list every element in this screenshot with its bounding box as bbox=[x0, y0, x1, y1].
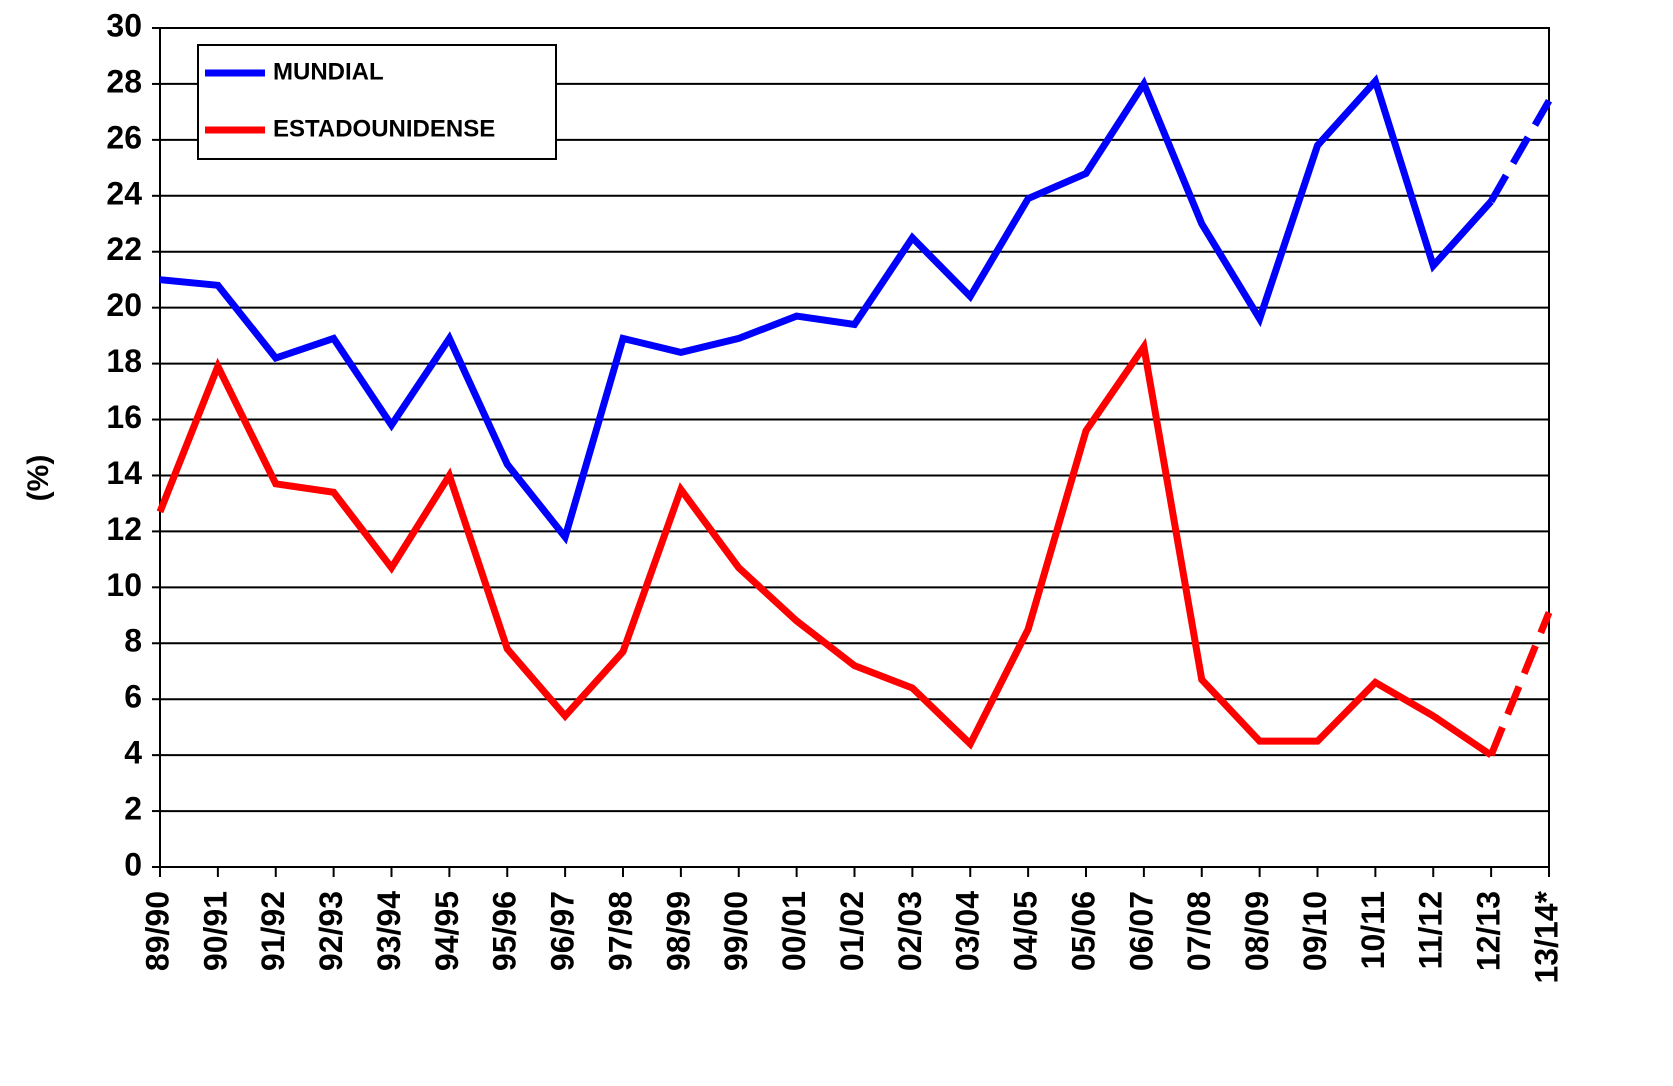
x-tick-label: 99/00 bbox=[718, 891, 754, 971]
series-line bbox=[156, 337, 1494, 759]
x-tick-label: 95/96 bbox=[487, 891, 523, 971]
x-tick-label: 94/95 bbox=[429, 891, 465, 971]
y-tick-label: 14 bbox=[106, 455, 142, 491]
projected-line bbox=[1487, 611, 1553, 757]
y-tick-label: 24 bbox=[106, 175, 142, 211]
y-tick-label: 26 bbox=[106, 119, 142, 155]
y-axis-label: (%) bbox=[22, 455, 55, 502]
x-tick-label: 89/90 bbox=[139, 891, 175, 971]
y-tick-label: 12 bbox=[106, 511, 142, 547]
y-tick-label: 2 bbox=[124, 791, 142, 827]
x-tick-label: 13/14* bbox=[1528, 890, 1564, 983]
x-tick-label: 04/05 bbox=[1008, 891, 1044, 971]
y-tick-label: 30 bbox=[106, 7, 142, 43]
y-tick-label: 28 bbox=[106, 63, 142, 99]
x-tick-label: 07/08 bbox=[1181, 891, 1217, 971]
x-tick-label: 01/02 bbox=[834, 891, 870, 971]
x-tick-label: 03/04 bbox=[950, 891, 986, 971]
y-tick-label: 6 bbox=[124, 679, 142, 715]
legend-label: ESTADOUNIDENSE bbox=[273, 115, 495, 142]
x-tick-label: 09/10 bbox=[1297, 891, 1333, 971]
x-tick-label: 93/94 bbox=[371, 891, 407, 971]
x-tick-label: 97/98 bbox=[602, 891, 638, 971]
y-tick-label: 16 bbox=[106, 399, 142, 435]
x-tick-label: 12/13 bbox=[1471, 891, 1507, 971]
x-tick-label: 98/99 bbox=[660, 891, 696, 971]
x-tick-label: 91/92 bbox=[255, 891, 291, 971]
x-tick-label: 02/03 bbox=[892, 891, 928, 971]
x-tick-label: 10/11 bbox=[1355, 891, 1391, 969]
x-tick-label: 90/91 bbox=[197, 891, 233, 971]
x-tick-label: 96/97 bbox=[545, 891, 581, 971]
x-tick-label: 05/06 bbox=[1065, 891, 1101, 971]
y-tick-label: 18 bbox=[106, 343, 142, 379]
y-tick-label: 8 bbox=[124, 623, 142, 659]
y-tick-label: 0 bbox=[124, 846, 142, 882]
x-tick-label: 00/01 bbox=[776, 891, 812, 971]
legend-label: MUNDIAL bbox=[273, 58, 384, 85]
y-tick-label: 20 bbox=[106, 287, 142, 323]
x-tick-label: 92/93 bbox=[313, 891, 349, 971]
x-tick-label: 08/09 bbox=[1239, 891, 1275, 971]
projected-line bbox=[1488, 98, 1553, 204]
y-tick-label: 10 bbox=[106, 567, 142, 603]
y-tick-label: 22 bbox=[106, 231, 142, 267]
series-line bbox=[159, 74, 1494, 545]
legend-box bbox=[197, 44, 557, 160]
y-tick-label: 4 bbox=[124, 735, 142, 771]
x-tick-label: 11/12 bbox=[1413, 891, 1449, 969]
x-tick-label: 06/07 bbox=[1123, 891, 1159, 971]
